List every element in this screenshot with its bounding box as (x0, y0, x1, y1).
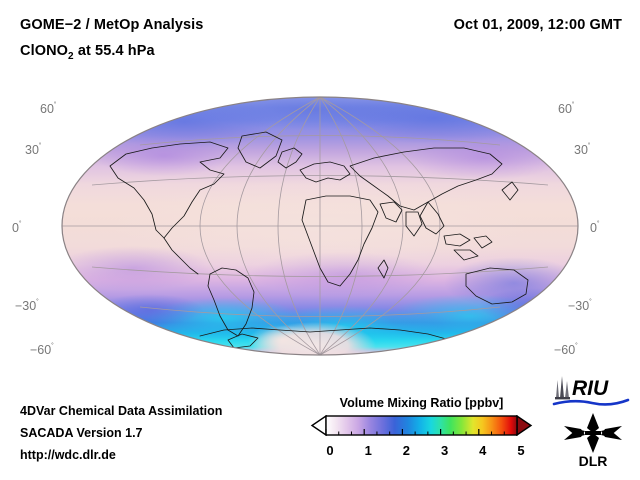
colorbar-title: Volume Mixing Ratio [ppbv] (339, 396, 504, 410)
colorbar-extend-low (310, 415, 327, 436)
footer-line-method: 4DVar Chemical Data Assimilation (20, 404, 223, 418)
concentration-field (62, 97, 578, 355)
dlr-pinwheel-icon (564, 413, 622, 453)
species-subscript: 2 (68, 50, 74, 62)
coastlines (109, 131, 555, 349)
colorbar-tick-5: 5 (517, 443, 525, 458)
riu-wordmark: RIU (572, 377, 609, 400)
dlr-logo: DLR (564, 413, 622, 468)
riu-logo: RIU (552, 376, 630, 406)
colorbar-gradient (325, 415, 518, 436)
lat-label-right-60: 60˚ (558, 101, 575, 117)
analysis-title: GOME−2 / MetOp Analysis (20, 17, 204, 33)
lat-label-left-30: 30˚ (25, 142, 42, 158)
logo-group: RIU DLR (548, 372, 634, 468)
global-map (61, 96, 579, 356)
graticule (62, 97, 578, 355)
footer-line-url[interactable]: http://wdc.dlr.de (20, 448, 116, 462)
pressure-level: at 55.4 hPa (73, 43, 155, 59)
colorbar-tick-0: 0 (326, 443, 334, 458)
colorbar-group: Volume Mixing Ratio [ppbv] 0 1 2 3 4 5 (300, 396, 545, 460)
footer-line-version: SACADA Version 1.7 (20, 426, 143, 440)
dlr-wordmark: DLR (579, 453, 608, 468)
lat-label-left-0: 0˚ (12, 220, 22, 236)
lat-label-left-m60: −60˚ (30, 342, 54, 358)
riu-wave-icon (552, 398, 630, 406)
lat-label-right-0: 0˚ (590, 220, 600, 236)
colorbar-tick-labels: 0 1 2 3 4 5 (304, 436, 539, 460)
colorbar-tick-2: 2 (402, 443, 411, 458)
lat-label-right-30: 30˚ (574, 142, 591, 158)
datetime-label: Oct 01, 2009, 12:00 GMT (453, 17, 622, 33)
lat-label-right-m30: −30˚ (568, 298, 592, 314)
species-level-title: ClONO2 at 55.4 hPa (20, 43, 155, 62)
footer-block: 4DVar Chemical Data Assimilation SACADA … (20, 400, 222, 466)
colorbar-bar (304, 415, 539, 436)
colorbar-tick-3: 3 (440, 443, 449, 458)
riu-tower-icon (555, 376, 570, 400)
colorbar-tick-4: 4 (479, 443, 487, 458)
globe-outline (61, 96, 579, 356)
lat-label-left-60: 60˚ (40, 101, 57, 117)
map-panel: 60˚ 30˚ 0˚ −30˚ −60˚ 60˚ 30˚ 0˚ −30˚ −60… (12, 78, 626, 378)
colorbar-extend-high (516, 415, 533, 436)
lat-label-right-m60: −60˚ (554, 342, 578, 358)
colorbar-tickmarks (325, 429, 518, 435)
colorbar-tick-1: 1 (364, 443, 372, 458)
lat-label-left-m30: −30˚ (15, 298, 39, 314)
species-name: ClONO (20, 43, 69, 59)
